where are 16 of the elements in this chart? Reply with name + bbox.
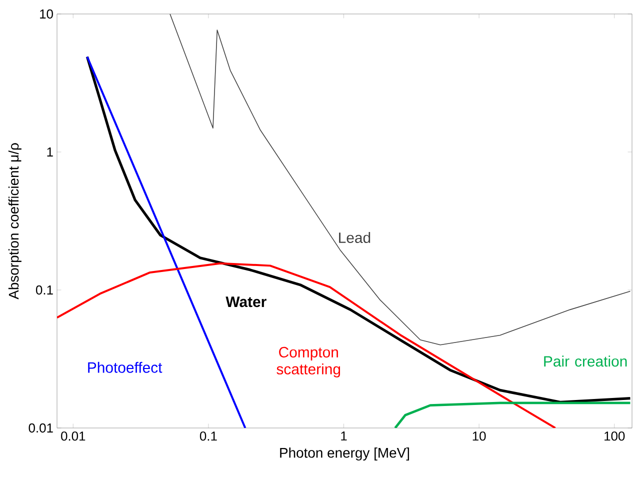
x-tick-label: 0.01 [61,432,86,441]
x-tick-label: 1 [341,432,347,440]
y-tick-label: 0.1 [36,285,53,295]
y-tick-label: 10 [40,9,53,19]
x-tick-label: 100 [604,432,625,441]
y-tick-label: 1 [47,148,53,156]
x-axis-title: Photon energy [MeV] [280,448,409,461]
text: Compton scattering [276,346,340,378]
x-tick-label: 10 [472,432,486,441]
text: Pair creation [544,356,627,367]
x-tick-label: 0.1 [200,432,217,441]
series-label: Lead [339,232,370,243]
y-tick-label: 0.01 [28,423,53,433]
text: Photoeffect [88,362,162,373]
y-axis-title: Absorption coefficient μ/ρ [8,143,22,300]
series-label: Water [226,296,266,308]
